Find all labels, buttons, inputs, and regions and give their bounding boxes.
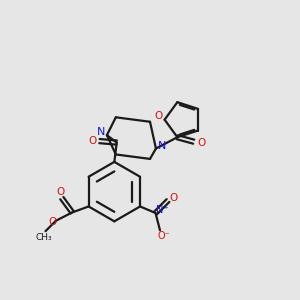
Text: O: O bbox=[89, 136, 97, 146]
Text: O: O bbox=[56, 187, 64, 197]
Text: O: O bbox=[48, 217, 56, 227]
Text: N: N bbox=[158, 141, 166, 151]
Text: O: O bbox=[197, 138, 205, 148]
Text: N: N bbox=[97, 127, 105, 136]
Text: O: O bbox=[169, 193, 178, 202]
Text: O: O bbox=[154, 111, 163, 121]
Text: N⁺: N⁺ bbox=[156, 205, 168, 215]
Text: O⁻: O⁻ bbox=[157, 231, 170, 241]
Text: CH₃: CH₃ bbox=[36, 233, 52, 242]
